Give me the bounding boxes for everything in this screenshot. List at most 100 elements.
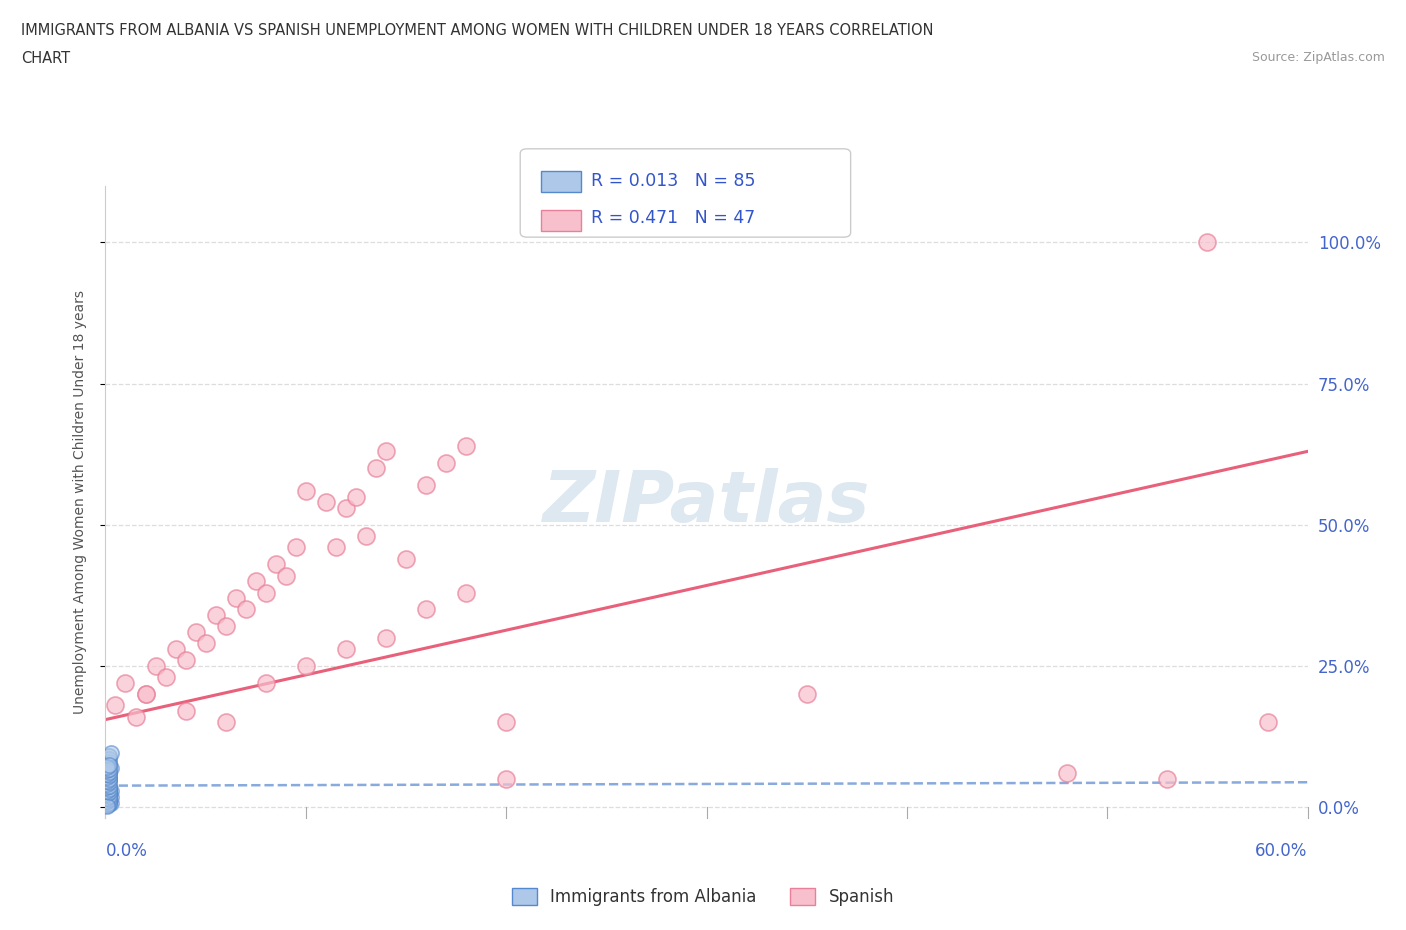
- Point: [98, 772, 121, 787]
- Point: [98, 795, 121, 810]
- Point: [274, 568, 297, 583]
- Point: [245, 574, 267, 589]
- Point: [100, 760, 122, 775]
- Point: [96, 777, 118, 792]
- Point: [96, 777, 118, 791]
- Text: R = 0.013   N = 85: R = 0.013 N = 85: [591, 172, 755, 190]
- Point: [184, 625, 207, 640]
- Point: [98, 786, 121, 801]
- Point: [225, 591, 247, 605]
- Point: [495, 772, 517, 787]
- Point: [454, 585, 477, 600]
- Point: [98, 763, 121, 777]
- Point: [96, 789, 118, 804]
- Point: [96, 790, 118, 805]
- Point: [96, 787, 118, 802]
- Point: [96, 791, 118, 806]
- Point: [98, 778, 121, 793]
- Point: [295, 484, 318, 498]
- Point: [96, 770, 118, 785]
- Point: [96, 793, 118, 808]
- Point: [98, 781, 121, 796]
- Point: [335, 500, 357, 515]
- Point: [98, 782, 121, 797]
- Point: [96, 794, 118, 809]
- Point: [96, 783, 118, 798]
- Point: [98, 768, 121, 783]
- Point: [1156, 772, 1178, 787]
- Point: [96, 776, 118, 790]
- Point: [96, 787, 118, 802]
- Point: [135, 686, 157, 701]
- Point: [495, 715, 517, 730]
- Point: [145, 658, 167, 673]
- Point: [96, 785, 118, 800]
- Point: [96, 797, 118, 812]
- Point: [98, 789, 121, 804]
- Point: [96, 786, 118, 801]
- Point: [98, 768, 121, 783]
- Point: [98, 749, 121, 764]
- Point: [96, 797, 118, 812]
- Point: [96, 794, 118, 809]
- Point: [98, 751, 121, 766]
- Point: [96, 799, 118, 814]
- Point: [98, 757, 121, 772]
- Point: [98, 772, 121, 787]
- Point: [374, 444, 398, 458]
- Point: [98, 781, 121, 796]
- Point: [254, 675, 277, 690]
- Point: [100, 790, 122, 804]
- Point: [114, 675, 136, 690]
- Point: [98, 796, 121, 811]
- Text: IMMIGRANTS FROM ALBANIA VS SPANISH UNEMPLOYMENT AMONG WOMEN WITH CHILDREN UNDER : IMMIGRANTS FROM ALBANIA VS SPANISH UNEMP…: [21, 23, 934, 38]
- Point: [96, 783, 118, 798]
- Point: [295, 658, 318, 673]
- Point: [98, 794, 121, 809]
- Point: [1197, 235, 1219, 250]
- Point: [100, 746, 122, 761]
- Text: ZIPatlas: ZIPatlas: [543, 468, 870, 537]
- Point: [96, 791, 118, 806]
- Point: [100, 784, 122, 799]
- Point: [354, 528, 377, 543]
- Point: [96, 781, 118, 796]
- Point: [98, 758, 121, 773]
- Point: [96, 766, 118, 781]
- Point: [235, 602, 257, 617]
- Legend: Immigrants from Albania, Spanish: Immigrants from Albania, Spanish: [505, 881, 901, 912]
- Point: [214, 619, 236, 634]
- Point: [98, 790, 121, 804]
- Point: [155, 670, 177, 684]
- Point: [344, 489, 367, 504]
- Point: [98, 764, 121, 779]
- Point: [96, 774, 118, 789]
- Point: [98, 793, 121, 808]
- Point: [96, 775, 118, 790]
- Point: [1056, 765, 1078, 780]
- Point: [796, 686, 818, 701]
- Text: CHART: CHART: [21, 51, 70, 66]
- Point: [174, 653, 197, 668]
- Point: [174, 704, 197, 719]
- Point: [98, 773, 121, 788]
- Point: [96, 778, 118, 793]
- Point: [415, 478, 437, 493]
- Point: [96, 773, 118, 788]
- Point: [204, 607, 226, 622]
- Point: [98, 786, 121, 801]
- Point: [96, 780, 118, 795]
- Point: [135, 686, 157, 701]
- Point: [96, 790, 118, 804]
- Point: [434, 456, 457, 471]
- Point: [165, 642, 187, 657]
- Point: [454, 438, 477, 453]
- Point: [98, 787, 121, 802]
- Text: 60.0%: 60.0%: [1256, 842, 1308, 859]
- Point: [264, 557, 287, 572]
- Point: [415, 602, 437, 617]
- Text: R = 0.471   N = 47: R = 0.471 N = 47: [591, 209, 755, 227]
- Point: [96, 783, 118, 798]
- Point: [98, 793, 121, 808]
- Point: [96, 797, 118, 812]
